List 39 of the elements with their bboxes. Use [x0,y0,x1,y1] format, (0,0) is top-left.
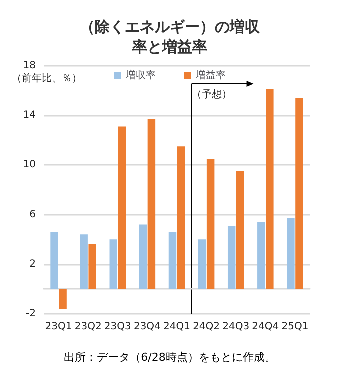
x-tick-label: 23Q4 [134,322,161,332]
bar [287,218,295,290]
y-tick-label: 14 [23,110,36,122]
bar [168,232,177,290]
bar [50,232,58,290]
y-tick-label: 2 [30,258,36,270]
text: 出所：データ（6/28時点）をもとに作成。 [64,351,276,364]
y-tick-label: 6 [30,209,36,220]
bar [266,90,274,290]
y-axis-title: （前年比、％） [12,72,82,84]
bar [80,234,88,290]
bar [206,159,215,290]
bar [59,289,67,310]
bar [177,146,186,290]
x-tick-label: 25Q1 [282,322,309,332]
bar [258,222,266,290]
x-tick-label: 23Q1 [45,322,72,332]
bar [148,119,156,290]
x-tick-label: 24Q1 [164,322,190,332]
bar [236,171,244,290]
bar [118,126,126,290]
x-tick-label: 24Q4 [252,322,280,332]
bar [110,240,118,290]
bar [198,240,206,290]
legend-label: 増益率 [195,70,226,82]
bar [296,98,304,290]
chart-title: （除くエネルギー）の増収率と増益率 [80,18,261,56]
x-tick-label: 23Q3 [104,322,132,332]
bar [139,224,148,290]
bar [228,226,236,290]
x-tick-label: 24Q3 [222,322,250,332]
y-tick-label: 18 [23,60,36,72]
ref-line-label: （予想） [192,88,232,100]
x-tick-label: 24Q2 [193,322,220,332]
y-tick-label: 10 [23,160,36,171]
x-tick-label: 23Q2 [74,322,102,332]
y-tick-label: -2 [26,308,36,320]
legend-label: 増収率 [125,70,156,82]
bar [88,244,96,290]
